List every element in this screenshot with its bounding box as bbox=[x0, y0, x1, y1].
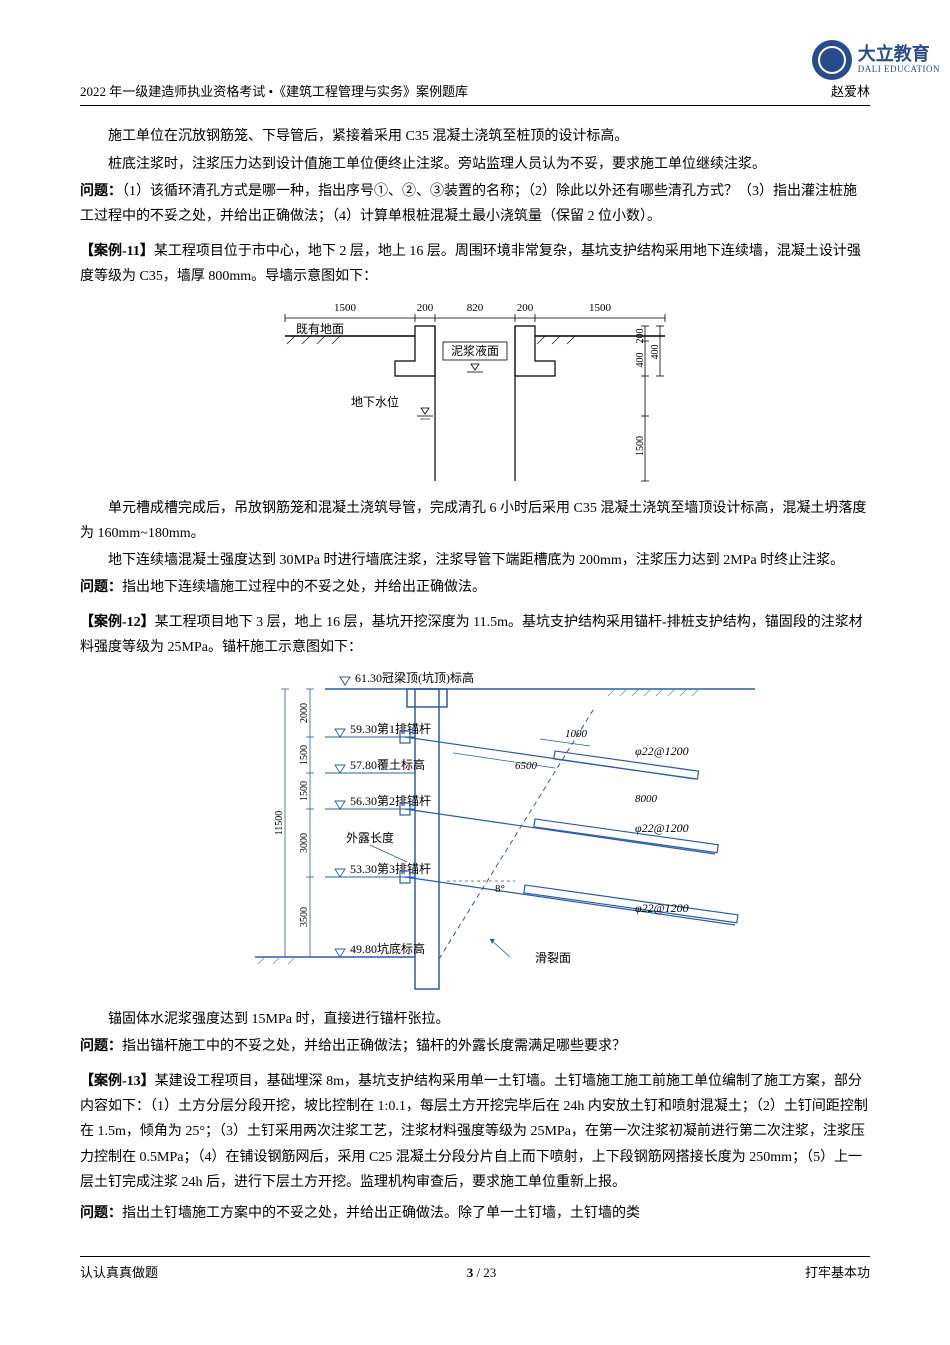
header-author: 赵爱林 bbox=[831, 80, 870, 103]
dim-label: 11500 bbox=[274, 810, 285, 835]
label-slip: 滑裂面 bbox=[535, 951, 571, 965]
question-text: 指出土钉墙施工方案中的不妥之处，并给出正确做法。除了单一土钉墙，土钉墙的类 bbox=[122, 1206, 640, 1221]
case-label: 【案例-12】 bbox=[80, 615, 155, 630]
elev-label: 59.30第1排锚杆 bbox=[350, 721, 431, 736]
paragraph: 桩底注浆时，注浆压力达到设计值施工单位便终止注浆。旁站监理人员认为不妥，要求施工… bbox=[80, 152, 870, 177]
case-intro: 某工程项目位于市中心，地下 2 层，地上 16 层。周围环境非常复杂，基坑支护结… bbox=[80, 244, 861, 284]
label-angle: 8° bbox=[495, 883, 505, 895]
dim-label: 3000 bbox=[299, 833, 310, 853]
question-block: 问题：（1）该循环清孔方式是哪一种，指出序号①、②、③装置的名称；（2）除此以外… bbox=[80, 179, 870, 229]
elev-label: 61.30冠梁顶(坑顶)标高 bbox=[355, 670, 474, 685]
dim-label: 1500 bbox=[589, 302, 612, 314]
case-label: 【案例-13】 bbox=[80, 1074, 155, 1089]
question-block: 问题：指出地下连续墙施工过程中的不妥之处，并给出正确做法。 bbox=[80, 575, 870, 600]
anchor-length: 1000 bbox=[565, 728, 588, 740]
question-label: 问题： bbox=[80, 580, 122, 595]
label-slurry: 泥浆液面 bbox=[451, 343, 499, 358]
elev-label: 57.80覆土标高 bbox=[350, 757, 425, 772]
question-text: 指出地下连续墙施工过程中的不妥之处，并给出正确做法。 bbox=[122, 580, 486, 595]
logo-mark bbox=[812, 40, 852, 80]
case-block: 【案例-11】某工程项目位于市中心，地下 2 层，地上 16 层。周围环境非常复… bbox=[80, 239, 870, 289]
dim-label: 200 bbox=[417, 302, 434, 314]
dim-label: 1500 bbox=[299, 745, 310, 765]
brand-logo: 大立教育 DALI EDUCATION bbox=[812, 40, 940, 80]
logo-text-cn: 大立教育 bbox=[858, 45, 940, 65]
page-header: 2022 年一级建造师执业资格考试 •《建筑工程管理与实务》案例题库 赵爱林 bbox=[80, 80, 870, 106]
question-text: （1）该循环清孔方式是哪一种，指出序号①、②、③装置的名称；（2）除此以外还有哪… bbox=[80, 184, 857, 224]
footer-left: 认认真真做题 bbox=[80, 1261, 158, 1284]
footer-right: 打牢基本功 bbox=[805, 1261, 870, 1284]
dim-label: 400 bbox=[635, 352, 646, 367]
case-block: 【案例-12】某工程项目地下 3 层，地上 16 层，基坑开挖深度为 11.5m… bbox=[80, 610, 870, 660]
question-label: 问题： bbox=[80, 184, 122, 199]
paragraph: 锚固体水泥浆强度达到 15MPa 时，直接进行锚杆张拉。 bbox=[80, 1007, 870, 1032]
elev-label: 56.30第2排锚杆 bbox=[350, 793, 431, 808]
diagram-guide-wall: 1500 200 820 200 1500 既有地面 泥浆液 bbox=[80, 296, 870, 486]
label-ground: 既有地面 bbox=[296, 322, 344, 336]
dim-label: 820 bbox=[467, 302, 484, 314]
case-label: 【案例-11】 bbox=[80, 244, 154, 259]
case-intro: 某工程项目地下 3 层，地上 16 层，基坑开挖深度为 11.5m。基坑支护结构… bbox=[80, 615, 863, 655]
elev-label: 49.80坑底标高 bbox=[350, 941, 425, 956]
dim-label: 3500 bbox=[299, 907, 310, 927]
dim-label: 1500 bbox=[334, 302, 357, 314]
case-block: 【案例-13】某建设工程项目，基础埋深 8m，基坑支护结构采用单一土钉墙。土钉墙… bbox=[80, 1069, 870, 1195]
paragraph: 施工单位在沉放钢筋笼、下导管后，紧接着采用 C35 混凝土浇筑至桩顶的设计标高。 bbox=[80, 124, 870, 149]
label-water: 地下水位 bbox=[351, 394, 399, 409]
case-intro: 某建设工程项目，基础埋深 8m，基坑支护结构采用单一土钉墙。土钉墙施工施工前施工… bbox=[80, 1074, 868, 1190]
question-block: 问题：指出土钉墙施工方案中的不妥之处，并给出正确做法。除了单一土钉墙，土钉墙的类 bbox=[80, 1201, 870, 1226]
page-footer: 认认真真做题 3 / 23 打牢基本功 bbox=[80, 1256, 870, 1284]
question-label: 问题： bbox=[80, 1206, 122, 1221]
question-block: 问题：指出锚杆施工中的不妥之处，并给出正确做法；锚杆的外露长度需满足哪些要求？ bbox=[80, 1034, 870, 1059]
paragraph: 地下连续墙混凝土强度达到 30MPa 时进行墙底注浆，注浆导管下端距槽底为 20… bbox=[80, 548, 870, 573]
dim-label: 1500 bbox=[635, 436, 646, 456]
dim-label: 2000 bbox=[299, 703, 310, 723]
logo-text-en: DALI EDUCATION bbox=[858, 65, 940, 75]
anchor-spec: φ22@1200 bbox=[635, 901, 689, 915]
elev-label: 53.30第3排锚杆 bbox=[350, 861, 431, 876]
label-exposed: 外露长度 bbox=[346, 830, 394, 845]
anchor-length: 8000 bbox=[635, 793, 658, 805]
question-label: 问题： bbox=[80, 1039, 122, 1054]
dim-label: 200 bbox=[635, 328, 646, 343]
paragraph: 单元槽成槽完成后，吊放钢筋笼和混凝土浇筑导管，完成清孔 6 小时后采用 C35 … bbox=[80, 496, 870, 546]
anchor-length: 6500 bbox=[515, 760, 538, 772]
header-title: 2022 年一级建造师执业资格考试 •《建筑工程管理与实务》案例题库 bbox=[80, 80, 468, 103]
dim-label: 200 bbox=[517, 302, 534, 314]
dim-label: 400 bbox=[650, 344, 661, 359]
anchor-spec: φ22@1200 bbox=[635, 744, 689, 758]
dim-label: 1500 bbox=[299, 781, 310, 801]
footer-page: 3 / 23 bbox=[467, 1261, 497, 1284]
anchor-spec: φ22@1200 bbox=[635, 821, 689, 835]
question-text: 指出锚杆施工中的不妥之处，并给出正确做法；锚杆的外露长度需满足哪些要求？ bbox=[122, 1039, 626, 1054]
diagram-anchor-section: 61.30冠梁顶(坑顶)标高 bbox=[80, 667, 870, 997]
